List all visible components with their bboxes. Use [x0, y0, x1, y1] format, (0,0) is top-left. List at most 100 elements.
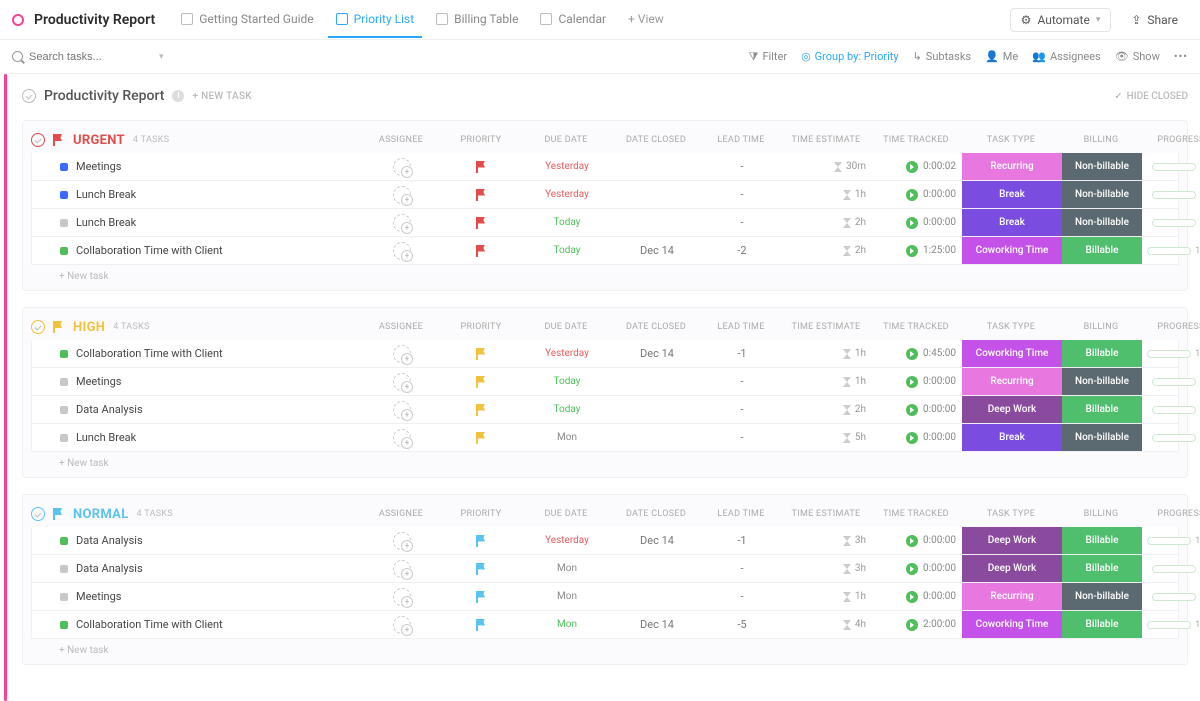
- me-button[interactable]: 👤Me: [985, 50, 1018, 63]
- task-row[interactable]: MeetingsToday-1h0:00:00RecurringNon-bill…: [31, 368, 1179, 396]
- assign-icon[interactable]: [393, 186, 411, 204]
- search-box[interactable]: ▾: [12, 51, 172, 63]
- time-tracked-cell[interactable]: 0:00:00: [872, 432, 962, 444]
- task-type-tag[interactable]: Coworking Time: [962, 237, 1062, 264]
- groupby-button[interactable]: ◎Group by: Priority: [801, 50, 899, 63]
- time-tracked-cell[interactable]: 0:00:00: [872, 376, 962, 388]
- billing-tag[interactable]: Non-billable: [1062, 424, 1142, 451]
- status-square-icon[interactable]: [60, 378, 68, 386]
- new-task-row[interactable]: + New task: [31, 639, 1179, 662]
- assignee-cell[interactable]: [362, 532, 442, 550]
- new-task-link[interactable]: + NEW TASK: [192, 91, 251, 102]
- add-view-button[interactable]: + View: [620, 2, 672, 38]
- assignee-cell[interactable]: [362, 616, 442, 634]
- task-name-cell[interactable]: Data Analysis: [32, 534, 362, 547]
- task-row[interactable]: Collaboration Time with ClientYesterdayD…: [31, 340, 1179, 368]
- due-date-cell[interactable]: Today: [522, 376, 612, 387]
- time-tracked-cell[interactable]: 0:00:02: [872, 161, 962, 173]
- assign-icon[interactable]: [393, 401, 411, 419]
- time-estimate-cell[interactable]: 5h: [782, 432, 872, 443]
- due-date-cell[interactable]: Yesterday: [522, 161, 612, 172]
- assignee-cell[interactable]: [362, 560, 442, 578]
- progress-cell[interactable]: 100%: [1142, 246, 1200, 256]
- progress-cell[interactable]: 0%: [1142, 405, 1200, 415]
- progress-cell[interactable]: 0%: [1142, 433, 1200, 443]
- task-type-tag[interactable]: Recurring: [962, 153, 1062, 180]
- progress-cell[interactable]: 0%: [1142, 190, 1200, 200]
- task-name-cell[interactable]: Collaboration Time with Client: [32, 244, 362, 257]
- task-type-tag[interactable]: Recurring: [962, 583, 1062, 610]
- status-square-icon[interactable]: [60, 621, 68, 629]
- tab-calendar[interactable]: Calendar: [532, 2, 614, 38]
- new-task-row[interactable]: + New task: [31, 265, 1179, 288]
- time-tracked-cell[interactable]: 0:00:00: [872, 563, 962, 575]
- new-task-row[interactable]: + New task: [31, 452, 1179, 475]
- due-date-cell[interactable]: Mon: [522, 619, 612, 630]
- priority-cell[interactable]: [442, 404, 522, 416]
- tab-priority-list[interactable]: Priority List: [328, 2, 422, 38]
- assign-icon[interactable]: [393, 242, 411, 260]
- group-title-cell[interactable]: NORMAL4 TASKS: [31, 507, 361, 522]
- assign-icon[interactable]: [393, 560, 411, 578]
- search-input[interactable]: [29, 51, 149, 63]
- task-type-tag[interactable]: Coworking Time: [962, 611, 1062, 638]
- priority-cell[interactable]: [442, 189, 522, 201]
- assign-icon[interactable]: [393, 616, 411, 634]
- priority-cell[interactable]: [442, 563, 522, 575]
- due-date-cell[interactable]: Yesterday: [522, 189, 612, 200]
- task-name-cell[interactable]: Meetings: [32, 160, 362, 173]
- status-square-icon[interactable]: [60, 191, 68, 199]
- play-icon[interactable]: [906, 245, 918, 257]
- status-square-icon[interactable]: [60, 434, 68, 442]
- subtasks-button[interactable]: ↳Subtasks: [913, 50, 972, 63]
- progress-cell[interactable]: 0%: [1142, 162, 1200, 172]
- due-date-cell[interactable]: Yesterday: [522, 535, 612, 546]
- due-date-cell[interactable]: Today: [522, 404, 612, 415]
- status-square-icon[interactable]: [60, 537, 68, 545]
- time-tracked-cell[interactable]: 0:00:00: [872, 217, 962, 229]
- priority-cell[interactable]: [442, 161, 522, 173]
- task-type-tag[interactable]: Deep Work: [962, 527, 1062, 554]
- play-icon[interactable]: [906, 217, 918, 229]
- play-icon[interactable]: [906, 376, 918, 388]
- chevron-down-icon[interactable]: ▾: [159, 52, 164, 62]
- play-icon[interactable]: [906, 432, 918, 444]
- status-square-icon[interactable]: [60, 163, 68, 171]
- assignee-cell[interactable]: [362, 588, 442, 606]
- priority-cell[interactable]: [442, 245, 522, 257]
- time-estimate-cell[interactable]: 1h: [782, 189, 872, 200]
- task-type-tag[interactable]: Recurring: [962, 368, 1062, 395]
- priority-cell[interactable]: [442, 619, 522, 631]
- due-date-cell[interactable]: Mon: [522, 591, 612, 602]
- progress-cell[interactable]: 0%: [1142, 377, 1200, 387]
- assign-icon[interactable]: [393, 158, 411, 176]
- task-type-tag[interactable]: Break: [962, 424, 1062, 451]
- assignee-cell[interactable]: [362, 158, 442, 176]
- status-square-icon[interactable]: [60, 247, 68, 255]
- task-name-cell[interactable]: Collaboration Time with Client: [32, 618, 362, 631]
- billing-tag[interactable]: Billable: [1062, 340, 1142, 367]
- billing-tag[interactable]: Non-billable: [1062, 153, 1142, 180]
- assignee-cell[interactable]: [362, 186, 442, 204]
- status-square-icon[interactable]: [60, 565, 68, 573]
- assignee-cell[interactable]: [362, 345, 442, 363]
- assignee-cell[interactable]: [362, 401, 442, 419]
- more-button[interactable]: •••: [1174, 50, 1188, 63]
- progress-cell[interactable]: 100%: [1142, 536, 1200, 546]
- task-name-cell[interactable]: Collaboration Time with Client: [32, 347, 362, 360]
- time-tracked-cell[interactable]: 0:00:00: [872, 404, 962, 416]
- time-estimate-cell[interactable]: 2h: [782, 245, 872, 256]
- progress-cell[interactable]: 0%: [1142, 218, 1200, 228]
- assignee-cell[interactable]: [362, 373, 442, 391]
- tab-getting-started[interactable]: Getting Started Guide: [173, 2, 321, 38]
- time-estimate-cell[interactable]: 3h: [782, 563, 872, 574]
- assign-icon[interactable]: [393, 429, 411, 447]
- due-date-cell[interactable]: Mon: [522, 432, 612, 443]
- task-name-cell[interactable]: Lunch Break: [32, 431, 362, 444]
- time-estimate-cell[interactable]: 4h: [782, 619, 872, 630]
- play-icon[interactable]: [906, 535, 918, 547]
- task-name-cell[interactable]: Meetings: [32, 590, 362, 603]
- assignee-cell[interactable]: [362, 214, 442, 232]
- filter-button[interactable]: ⧩Filter: [749, 50, 787, 64]
- progress-cell[interactable]: 0%: [1142, 564, 1200, 574]
